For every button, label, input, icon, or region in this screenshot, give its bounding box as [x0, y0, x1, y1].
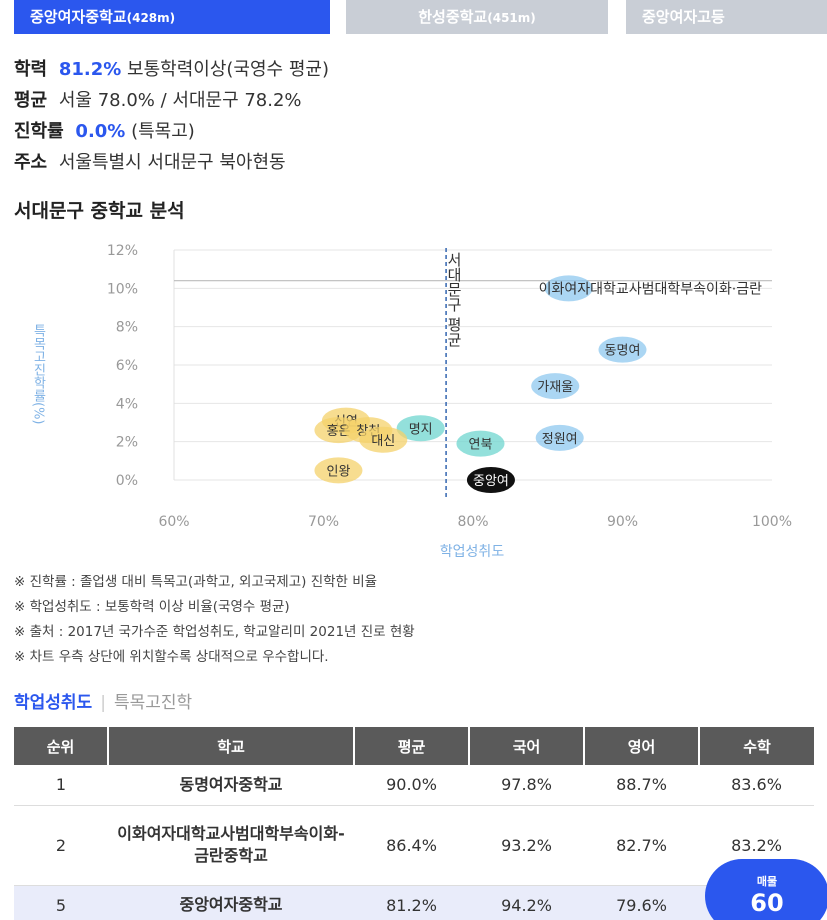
ranking-subtabs: 학업성취도 | 특목고진학 — [14, 688, 192, 713]
tab-school-1-dist: (428m) — [126, 11, 176, 25]
tab-school-3[interactable]: 중앙여자고등 — [626, 0, 827, 34]
y-tick-label: 0% — [116, 473, 138, 489]
header-kor: 국어 — [469, 727, 585, 765]
listing-count: 60 — [750, 889, 784, 917]
note-3: ※ 출처 : 2017년 국가수준 학업성취도, 학교알리미 2021년 진로 … — [14, 624, 415, 640]
note-4: ※ 차트 우측 상단에 위치할수록 상대적으로 우수합니다. — [14, 649, 329, 665]
cell-avg: 86.4% — [354, 805, 469, 886]
y-tick-label: 4% — [116, 396, 138, 412]
cell-eng: 82.7% — [584, 805, 699, 886]
subtab-achievement[interactable]: 학업성취도 — [14, 693, 93, 713]
cell-kor: 97.8% — [469, 765, 584, 806]
ranking-table: 순위 학교 평균 국어 영어 수학 1 동명여자중학교 90.0% 97.8% … — [14, 727, 814, 920]
data-point-label: 대신 — [371, 434, 395, 449]
cell-avg: 90.0% — [354, 765, 469, 806]
subtab-advance[interactable]: 특목고진학 — [113, 693, 193, 713]
y-axis-title: 특목고진학률(%) — [31, 324, 46, 425]
tab-school-2-dist: (451m) — [487, 11, 536, 25]
cell-rank: 1 — [14, 765, 108, 806]
y-tick-label: 8% — [116, 320, 138, 336]
data-point-label: 인왕 — [326, 464, 350, 479]
y-tick-label: 10% — [107, 281, 138, 297]
tab-school-2-label: 한성중학교 — [418, 8, 488, 26]
info-address-row: 주소 서울특별시 서대문구 북아현동 — [14, 147, 814, 178]
academic-label: 학력 — [14, 59, 48, 80]
x-tick-label: 90% — [607, 514, 638, 530]
x-tick-label: 60% — [158, 514, 189, 530]
data-point — [544, 275, 593, 302]
data-point — [466, 467, 515, 493]
y-tick-label: 2% — [116, 435, 138, 451]
data-point-label: 정원여 — [542, 432, 578, 447]
school-tabs: 중앙여자중학교(428m) 한성중학교(451m) 중앙여자고등 — [0, 0, 827, 38]
data-point-label: 가재울 — [537, 380, 573, 395]
avg-label: 평균 — [14, 90, 48, 111]
cell-eng: 88.7% — [584, 765, 699, 806]
listing-count-button[interactable]: 매물 60 — [705, 859, 827, 920]
header-rank: 순위 — [14, 727, 109, 765]
data-point — [456, 430, 505, 457]
cell-rank: 5 — [14, 885, 108, 920]
data-point — [396, 415, 445, 442]
table-row-current[interactable]: 5 중앙여자중학교 81.2% 94.2% 79.6% — [14, 885, 814, 920]
info-avg-row: 평균 서울 78.0% / 서대문구 78.2% — [14, 85, 814, 116]
tab-school-1-label: 중앙여자중학교 — [30, 8, 127, 26]
advance-value: 0.0% — [75, 121, 126, 142]
section-title: 서대문구 중학교 분석 — [14, 200, 185, 222]
tab-school-1[interactable]: 중앙여자중학교(428m) — [14, 0, 330, 34]
data-point — [314, 457, 363, 484]
table-row[interactable]: 2 이화여자대학교사범대학부속이화-금란중학교 86.4% 93.2% 82.7… — [14, 805, 814, 886]
address-label: 주소 — [14, 152, 48, 173]
data-point — [359, 426, 408, 453]
tab-school-2[interactable]: 한성중학교(451m) — [346, 0, 608, 34]
table-header-row: 순위 학교 평균 국어 영어 수학 — [14, 727, 814, 765]
x-axis-title: 학업성취도 — [440, 544, 505, 560]
cell-school: 동명여자중학교 — [108, 765, 354, 806]
y-tick-label: 6% — [116, 358, 138, 374]
subtab-divider: | — [100, 693, 106, 713]
address-text: 서울특별시 서대문구 북아현동 — [58, 152, 286, 173]
data-point — [598, 336, 647, 363]
data-point-label: 명지 — [409, 422, 433, 437]
data-point-label: 연북 — [469, 438, 493, 453]
note-1: ※ 진학률 : 졸업생 대비 특목고(과학고, 외고국제고) 진학한 비율 — [14, 574, 378, 590]
data-point-label: 중앙여 — [473, 474, 509, 489]
listing-label: 매물 — [756, 875, 778, 888]
school-info: 학력 81.2% 보통학력이상(국영수 평균) 평균 서울 78.0% / 서대… — [14, 54, 814, 178]
cell-school: 이화여자대학교사범대학부속이화-금란중학교 — [108, 805, 354, 886]
cell-kor: 93.2% — [469, 805, 584, 886]
data-point-label: 동명여 — [605, 344, 641, 359]
info-advance-row: 진학률 0.0% (특목고) — [14, 116, 814, 147]
cell-math: 83.6% — [699, 765, 814, 806]
y-tick-label: 12% — [107, 243, 138, 259]
x-tick-label: 80% — [457, 514, 488, 530]
header-math: 수학 — [699, 727, 814, 765]
header-school: 학교 — [108, 727, 355, 765]
note-2: ※ 학업성취도 : 보통학력 이상 비율(국영수 평균) — [14, 599, 290, 615]
x-tick-label: 100% — [752, 514, 792, 530]
average-line-label: 서대문구 평균 — [445, 252, 463, 347]
cell-rank: 2 — [14, 805, 108, 886]
data-point — [531, 373, 580, 400]
data-point — [535, 424, 584, 451]
academic-value: 81.2% — [58, 59, 122, 80]
avg-text: 서울 78.0% / 서대문구 78.2% — [58, 90, 302, 111]
academic-desc: 보통학력이상(국영수 평균) — [127, 59, 329, 80]
cell-avg: 81.2% — [354, 885, 469, 920]
notes: ※ 진학률 : 졸업생 대비 특목고(과학고, 외고국제고) 진학한 비율 ※ … — [14, 570, 824, 670]
info-academic-row: 학력 81.2% 보통학력이상(국영수 평균) — [14, 54, 814, 85]
header-eng: 영어 — [584, 727, 700, 765]
header-avg: 평균 — [354, 727, 470, 765]
cell-kor: 94.2% — [469, 885, 584, 920]
advance-desc: (특목고) — [131, 121, 195, 142]
chart-annotation: 이화여자대학교사범대학부속이화·금란 — [539, 281, 763, 297]
advance-label: 진학률 — [14, 121, 64, 142]
data-point-label: 홍은 — [326, 424, 350, 439]
scatter-chart: 0% 2% 4% 6% 8% 10% 12% 60% 70% 80% 90% 100% 서대문구 평균동… — [31, 243, 793, 560]
table-row[interactable]: 1 동명여자중학교 90.0% 97.8% 88.7% 83.6% — [14, 765, 814, 806]
x-tick-label: 70% — [308, 514, 339, 530]
cell-school: 중앙여자중학교 — [108, 885, 354, 920]
cell-eng: 79.6% — [584, 885, 699, 920]
tab-school-3-label: 중앙여자고등 — [642, 8, 725, 26]
